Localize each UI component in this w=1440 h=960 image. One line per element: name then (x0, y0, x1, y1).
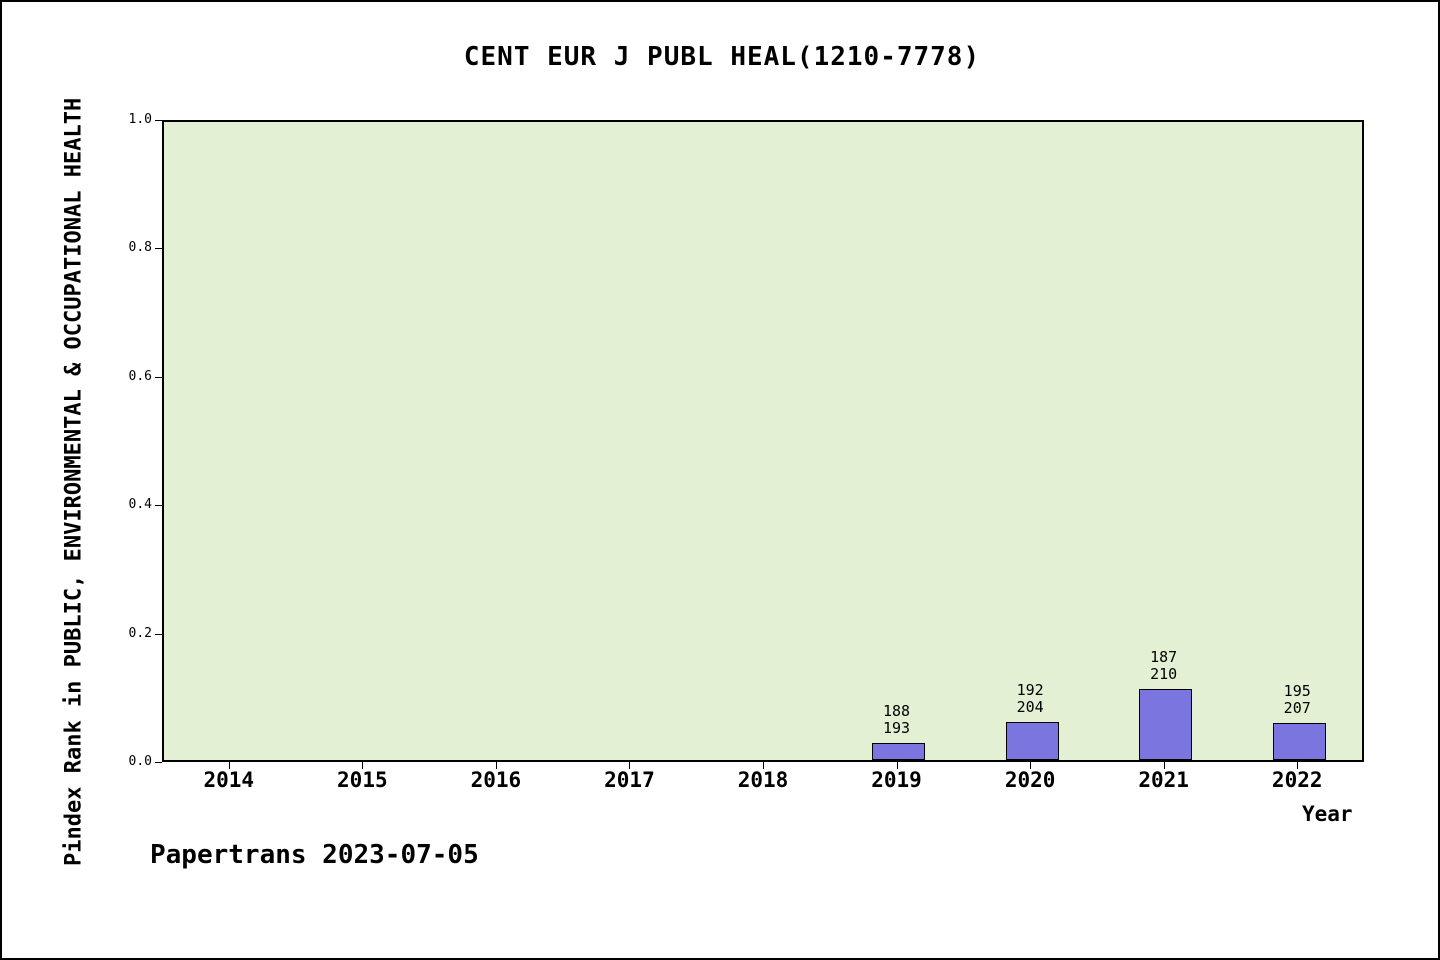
x-tick-mark (362, 762, 364, 769)
y-tick-label: 0.8 (128, 240, 152, 256)
y-tick-mark (155, 376, 162, 378)
bar-2021 (1139, 689, 1193, 760)
bar-label-2021: 187 210 (1150, 648, 1178, 683)
plot-area (162, 120, 1364, 762)
bar-label-2019: 188 193 (883, 702, 911, 737)
footer-note: Papertrans 2023-07-05 (150, 840, 479, 870)
bar-label-2022: 195 207 (1283, 682, 1311, 717)
x-tick-mark (629, 762, 631, 769)
x-tick-label: 2018 (737, 768, 789, 792)
x-tick-mark (1297, 762, 1299, 769)
y-tick-mark (155, 633, 162, 635)
x-tick-label: 2014 (203, 768, 255, 792)
x-tick-label: 2019 (871, 768, 922, 792)
bar-2019 (872, 743, 926, 760)
x-tick-label: 2022 (1271, 768, 1323, 792)
y-tick-label: 0.0 (128, 754, 152, 769)
chart-title: CENT EUR J PUBL HEAL(1210-7778) (463, 42, 981, 72)
y-tick-label: 0.2 (128, 625, 152, 641)
bar-2020 (1005, 722, 1059, 760)
x-tick-mark (1163, 762, 1165, 769)
y-tick-mark (155, 762, 162, 763)
y-tick-label: 0.4 (128, 497, 152, 513)
x-tick-mark (763, 762, 764, 769)
y-axis-title: Pindex Rank in PUBLIC, ENVIRONMENTAL & O… (61, 97, 87, 867)
y-tick-label: 0.6 (128, 368, 152, 384)
x-tick-mark (228, 762, 230, 769)
x-tick-label: 2017 (604, 768, 655, 792)
bar-2022 (1272, 723, 1326, 760)
x-tick-label: 2016 (470, 768, 522, 792)
y-tick-mark (155, 248, 162, 250)
x-tick-label: 2021 (1138, 768, 1189, 792)
x-tick-label: 2015 (337, 768, 388, 792)
bar-label-2020: 192 204 (1016, 681, 1044, 716)
y-tick-mark (155, 120, 162, 121)
x-axis-title: Year (1302, 802, 1353, 826)
x-tick-label: 2020 (1004, 768, 1056, 792)
x-tick-mark (495, 762, 497, 769)
y-tick-mark (155, 505, 162, 507)
y-tick-label: 1.0 (128, 112, 152, 127)
x-tick-mark (1030, 762, 1032, 769)
x-tick-mark (896, 762, 898, 769)
